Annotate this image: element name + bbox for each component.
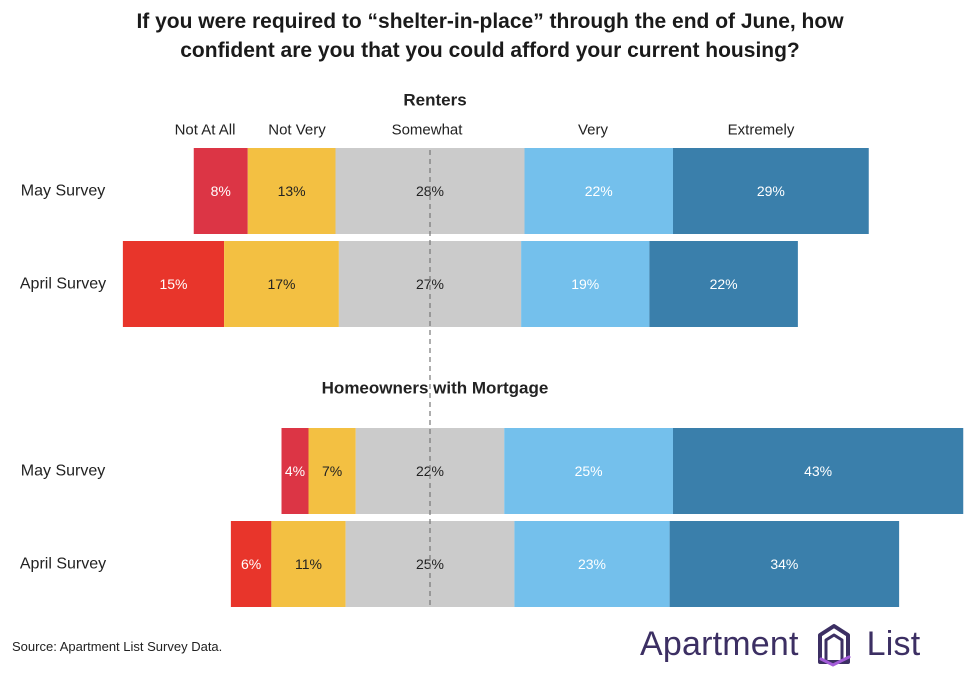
value-label-homeowners-with-mortgage-may-survey-not-very: 7% [322,463,342,479]
chart-title-line-2: confident are you that you could afford … [180,39,800,62]
value-label-homeowners-with-mortgage-may-survey-somewhat: 22% [416,463,444,479]
bar-renters-april-survey-extremely [649,241,798,327]
legend-label-extremely: Extremely [728,122,795,139]
logo-word-apartment: Apartment [640,624,799,663]
value-label-renters-april-survey-very: 19% [571,276,599,292]
value-label-renters-april-survey-not-at-all: 15% [159,276,187,292]
value-label-homeowners-with-mortgage-may-survey-not-at-all: 4% [285,463,305,479]
bar-renters-may-survey-not-at-all [193,148,248,234]
bar-homeowners-with-mortgage-may-survey-extremely [673,428,964,514]
row-label-renters-may-survey: May Survey [21,183,105,200]
apartment-list-logo: Apartment List [640,616,970,672]
value-label-homeowners-with-mortgage-april-survey-very: 23% [578,556,606,572]
row-label-renters-april-survey: April Survey [20,276,106,293]
bar-homeowners-with-mortgage-may-survey-very [504,428,673,514]
bar-renters-april-survey-very [521,241,650,327]
row-label-homeowners-with-mortgage-may-survey: May Survey [21,463,105,480]
value-label-renters-may-survey-not-at-all: 8% [211,183,231,199]
row-label-homeowners-with-mortgage-april-survey: April Survey [20,556,106,573]
legend-label-somewhat: Somewhat [392,122,464,139]
bar-homeowners-with-mortgage-may-survey-not-at-all [281,428,309,514]
legend-label-not-at-all: Not At All [175,122,236,139]
chart-title-line-1: If you were required to “shelter-in-plac… [136,10,844,33]
bar-homeowners-with-mortgage-april-survey-very [514,521,670,607]
logo-word-list: List [866,624,921,663]
legend-label-not-very: Not Very [268,122,326,139]
value-label-renters-may-survey-very: 22% [585,183,613,199]
bar-renters-april-survey-not-at-all [122,241,225,327]
bar-renters-may-survey-very [524,148,673,234]
bar-renters-may-survey-extremely [673,148,869,234]
source-note: Source: Apartment List Survey Data. [12,639,223,654]
panel-title-homeowners-with-mortgage: Homeowners with Mortgage [322,379,549,398]
bar-renters-april-survey-not-very [224,241,339,327]
value-label-renters-may-survey-extremely: 29% [757,183,785,199]
value-label-homeowners-with-mortgage-april-survey-not-at-all: 6% [241,556,261,572]
value-label-renters-april-survey-not-very: 17% [267,276,295,292]
value-label-homeowners-with-mortgage-may-survey-extremely: 43% [804,463,832,479]
bar-homeowners-with-mortgage-may-survey-not-very [308,428,356,514]
bar-renters-may-survey-not-very [247,148,336,234]
value-label-homeowners-with-mortgage-may-survey-very: 25% [575,463,603,479]
bar-homeowners-with-mortgage-april-survey-not-very [271,521,346,607]
panel-title-renters: Renters [403,91,466,110]
value-label-renters-may-survey-not-very: 13% [278,183,306,199]
value-label-renters-april-survey-somewhat: 27% [416,276,444,292]
value-label-renters-april-survey-extremely: 22% [710,276,738,292]
bar-homeowners-with-mortgage-april-survey-extremely [669,521,900,607]
value-label-homeowners-with-mortgage-april-survey-not-very: 11% [295,556,322,572]
building-logo-icon [817,624,851,667]
value-label-homeowners-with-mortgage-april-survey-extremely: 34% [770,556,798,572]
legend-label-very: Very [578,122,609,139]
bar-homeowners-with-mortgage-april-survey-not-at-all [230,521,272,607]
